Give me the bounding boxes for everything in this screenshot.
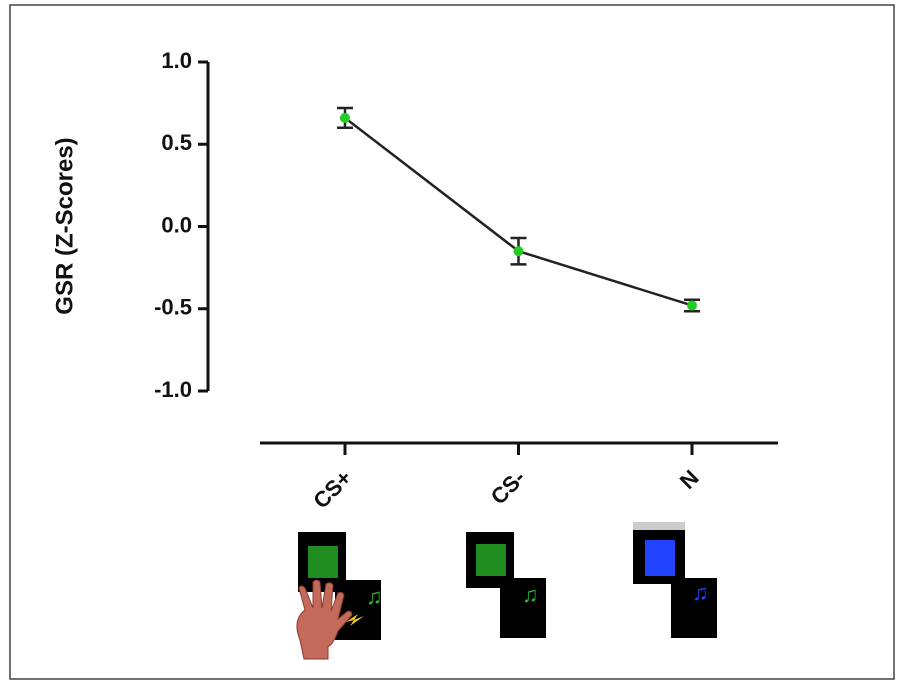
point [513, 246, 524, 257]
svg-text:♫: ♫ [366, 584, 383, 609]
y-tick-label: 0.5 [161, 130, 192, 155]
svg-text:♫: ♫ [692, 580, 709, 605]
point [340, 112, 350, 123]
point [687, 300, 697, 311]
frame [9, 4, 895, 680]
svg-text:♫: ♫ [522, 582, 539, 607]
y-tick-label: 0.0 [161, 212, 192, 237]
stimulus-icons: ♫ ♫ ♫ [296, 522, 717, 660]
y-tick-label: -0.5 [154, 295, 192, 320]
y-tick-label: -1.0 [154, 377, 192, 402]
y-axis-label: GSR (Z-Scores) [51, 137, 78, 314]
y-tick-label: 1.0 [161, 48, 192, 73]
